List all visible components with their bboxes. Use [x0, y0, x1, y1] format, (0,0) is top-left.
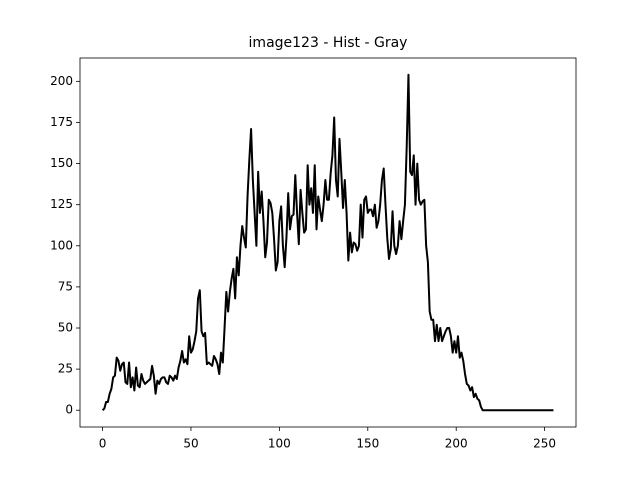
- y-tick-label: 50: [58, 321, 73, 335]
- y-tick-label: 200: [50, 74, 73, 88]
- x-tick-label: 0: [99, 437, 107, 451]
- y-tick-label: 0: [65, 403, 73, 417]
- y-tick-label: 25: [58, 362, 73, 376]
- x-tick-label: 150: [356, 437, 379, 451]
- x-tick-label: 250: [533, 437, 556, 451]
- y-tick-label: 150: [50, 156, 73, 170]
- axes-frame: [79, 57, 577, 428]
- data-line: [101, 73, 554, 412]
- y-tick-label: 100: [50, 238, 73, 252]
- y-tick-label: 75: [58, 279, 73, 293]
- y-tick-label: 175: [50, 115, 73, 129]
- x-tick-label: 100: [268, 437, 291, 451]
- y-tick-label: 125: [50, 197, 73, 211]
- x-tick-label: 200: [445, 437, 468, 451]
- x-tick-label: 50: [183, 437, 198, 451]
- chart-title: image123 - Hist - Gray: [249, 35, 408, 51]
